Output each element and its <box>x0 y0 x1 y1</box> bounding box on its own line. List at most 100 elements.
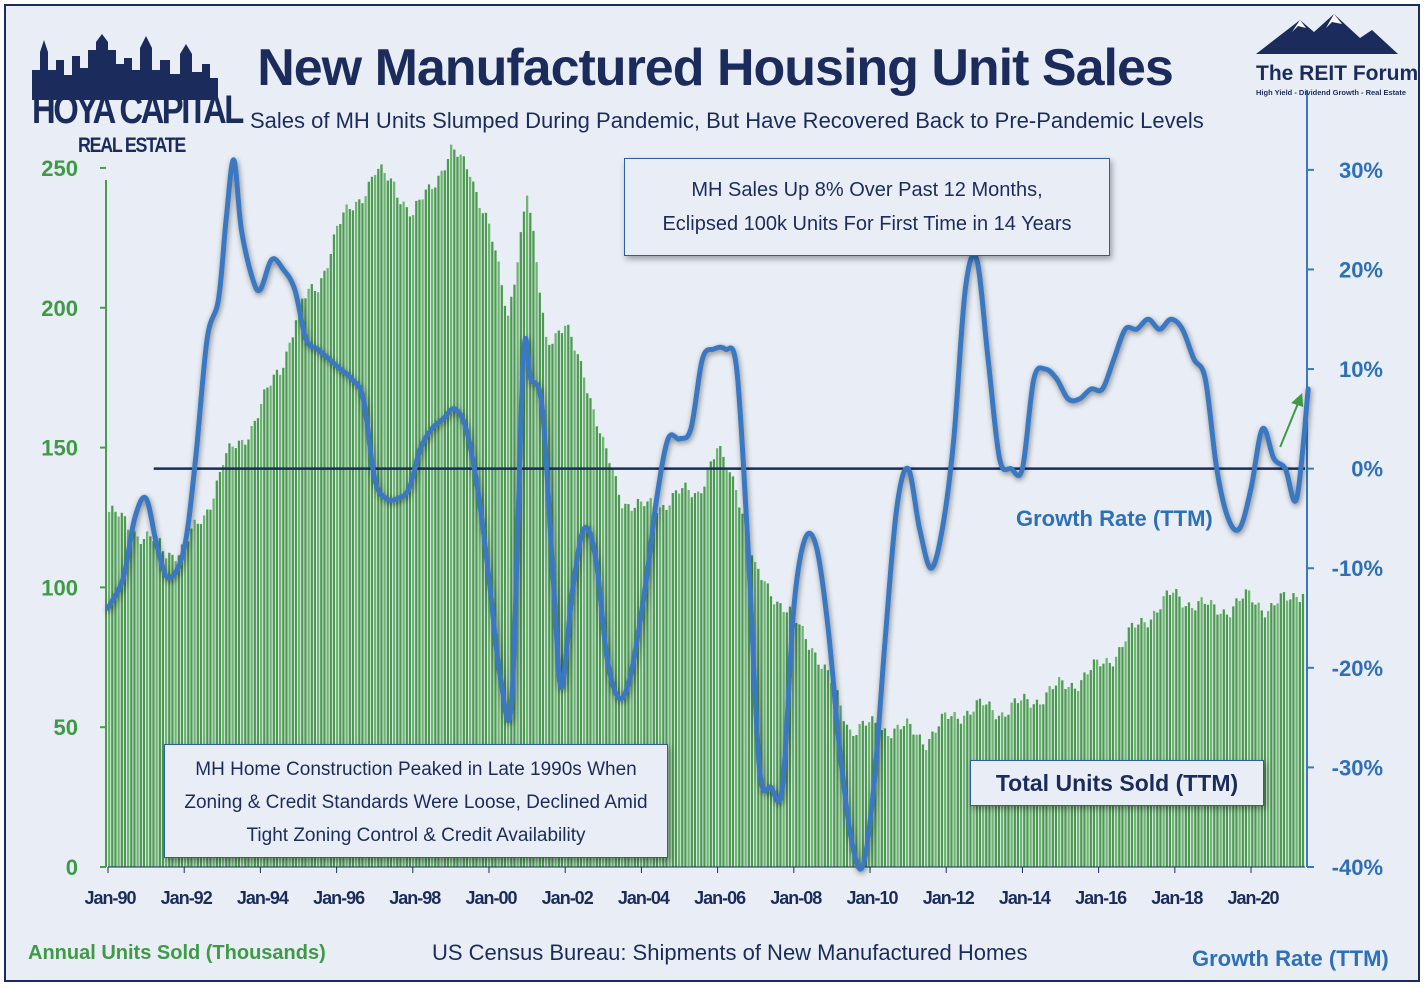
bar <box>839 705 842 867</box>
bar <box>497 261 500 867</box>
bar <box>1219 613 1222 867</box>
bar <box>963 715 966 867</box>
bar <box>861 720 864 867</box>
bar <box>165 558 168 867</box>
bar <box>393 181 396 867</box>
bar <box>1210 600 1213 867</box>
bar <box>275 369 279 867</box>
bar <box>814 652 817 867</box>
left-axis-tick-label: 100 <box>41 575 78 600</box>
bar <box>931 731 934 867</box>
bar <box>472 181 475 868</box>
bar <box>193 519 196 867</box>
bar <box>313 290 317 868</box>
bar <box>655 512 659 867</box>
bar <box>266 387 269 867</box>
bar <box>567 324 570 868</box>
bar <box>1162 596 1165 867</box>
bar <box>203 515 206 867</box>
x-axis-tick-label: Jan-04 <box>618 888 670 908</box>
bar <box>716 448 719 867</box>
bar <box>1270 603 1273 867</box>
bar <box>624 503 627 867</box>
bar <box>244 444 247 867</box>
bar <box>966 710 969 867</box>
bar <box>773 604 776 867</box>
bar <box>386 180 389 867</box>
bar <box>418 199 421 867</box>
bar <box>649 498 652 867</box>
bar <box>681 488 684 867</box>
bar <box>738 507 741 867</box>
bar <box>155 536 158 867</box>
bar <box>944 712 947 867</box>
bar <box>592 409 595 867</box>
bar <box>709 461 712 867</box>
bar <box>1178 596 1181 867</box>
bar <box>1232 606 1235 867</box>
bar <box>899 729 902 867</box>
bar <box>890 738 893 867</box>
bar <box>1156 612 1159 867</box>
right-axis-tick-label: -40% <box>1332 855 1383 880</box>
bar <box>937 726 940 867</box>
bar <box>1187 602 1191 867</box>
bar <box>614 476 617 867</box>
x-axis-tick-label: Jan-12 <box>923 888 975 908</box>
bar <box>564 325 567 867</box>
bar <box>218 471 222 867</box>
bar <box>412 215 415 867</box>
bar <box>706 470 709 867</box>
bar <box>579 361 583 867</box>
bar <box>158 538 161 867</box>
callout-bottom-line2: Zoning & Credit Standards Were Loose, De… <box>184 792 648 813</box>
bar <box>586 393 589 867</box>
bar <box>1257 602 1260 867</box>
bar <box>209 509 212 867</box>
bar <box>424 189 427 868</box>
x-axis-tick-label: Jan-20 <box>1228 888 1280 908</box>
bar <box>883 728 887 867</box>
bar <box>127 529 130 867</box>
bar <box>731 476 735 867</box>
bar <box>684 482 687 867</box>
bar <box>595 426 598 867</box>
bar <box>602 436 605 867</box>
bar <box>1222 609 1225 867</box>
bar <box>526 195 529 868</box>
bar <box>573 350 576 868</box>
bar <box>1121 646 1124 867</box>
bar <box>427 184 431 867</box>
left-axis-tick-label: 200 <box>41 296 78 321</box>
bar <box>918 734 921 867</box>
right-axis-tick-label: -20% <box>1332 656 1383 681</box>
bar <box>1146 627 1149 867</box>
bar <box>646 501 649 867</box>
bar <box>1289 599 1292 867</box>
x-axis-tick-label: Jan-98 <box>389 888 441 908</box>
bar <box>576 354 579 867</box>
bar <box>250 426 253 867</box>
bar <box>807 649 811 867</box>
bar <box>953 711 956 867</box>
bar <box>1286 600 1289 867</box>
bar <box>1248 590 1251 867</box>
bar <box>820 668 823 867</box>
callout-bottom-line1: MH Home Construction Peaked in Late 1990… <box>195 759 637 780</box>
bar <box>823 664 826 867</box>
bar <box>1191 608 1194 867</box>
bar <box>700 493 703 867</box>
bar <box>798 624 801 867</box>
bar <box>693 493 697 867</box>
bar <box>583 377 586 867</box>
bar <box>750 555 754 867</box>
bar <box>196 523 199 867</box>
bar <box>662 504 665 867</box>
bar <box>285 351 288 867</box>
chart-title: New Manufactured Housing Unit Sales <box>257 39 1174 97</box>
bar <box>161 551 165 867</box>
bar <box>548 344 551 867</box>
bar <box>443 170 446 867</box>
bar <box>459 154 462 867</box>
bar <box>342 212 345 868</box>
